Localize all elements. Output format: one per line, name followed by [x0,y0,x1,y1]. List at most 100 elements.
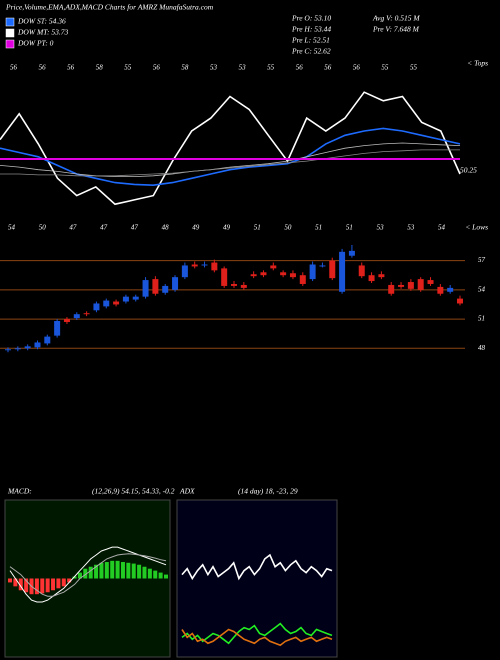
candle-body [240,284,247,288]
macd-line [9,553,167,597]
histogram-bar [126,562,131,579]
histogram-bar [120,562,125,579]
prev-value: Pre L: 52.51 [291,36,330,45]
macd-params: (12,26,9) 54.15, 54.33, -0.2 [92,487,175,496]
price-line [0,91,461,206]
adx-line [181,628,333,647]
top-label: 56 [296,64,304,72]
candle-body [358,265,365,277]
low-label: 50 [39,224,47,232]
top-label: 56 [10,64,18,72]
candle-body [5,349,11,351]
volume-value: Avg V: 0.515 M [372,14,420,23]
histogram-bar [104,562,109,579]
macd-label: MACD: [7,487,32,496]
top-label: 53 [210,64,218,72]
adx-label: ADX [179,487,195,496]
candle-body [152,279,159,294]
top-label: 55 [410,64,418,72]
histogram-bar [51,578,56,591]
candle-body [309,264,316,280]
adx-line [181,553,333,581]
candle-body [388,284,395,294]
candle-body [113,301,120,305]
candle-body [83,313,90,315]
low-label: 53 [407,224,415,232]
low-label: 51 [254,224,261,232]
low-label: 51 [346,224,353,232]
candle-body [319,265,326,267]
adx-params: (14 day) 18, -23, 29 [238,487,298,496]
candle-body [250,274,257,277]
legend-label: DOW MT: 53.73 [17,28,68,37]
top-label: 56 [324,64,332,72]
candle-body [398,284,405,287]
histogram-bar [158,572,163,579]
low-label: 49 [223,224,231,232]
prev-value: Pre O: 53.10 [291,14,331,23]
ema-line [0,149,460,177]
candle-body [299,275,306,284]
top-label: 56 [67,64,75,72]
histogram-bar [8,578,12,583]
histogram-bar [34,578,39,595]
lows-label: < Lows [465,223,488,232]
legend-swatch [5,17,15,27]
top-label: 53 [239,64,247,72]
candle-body [270,265,277,269]
candle-body [44,336,51,344]
low-label: 47 [100,224,108,232]
candle-body [34,342,41,348]
histogram-bar [67,578,72,583]
candle-body [142,280,149,297]
candle-body [211,262,218,271]
histogram-bar [40,578,45,594]
histogram-bar [110,560,115,579]
candle-body [172,277,179,290]
candle-body [221,268,228,286]
histogram-bar [45,578,50,593]
candle-body [103,300,110,307]
histogram-bar [13,578,18,587]
top-label: 55 [267,64,275,72]
top-label: 56 [39,64,47,72]
y-tick-label: 54 [478,285,486,293]
candle-body [93,303,100,311]
level-label: 50.25 [460,166,477,175]
top-label: 58 [96,64,104,72]
histogram-bar [164,574,168,579]
candle-body [339,251,346,292]
candle-body [329,260,336,279]
histogram-bar [131,563,136,579]
histogram-bar [142,566,147,579]
histogram-bar [88,566,93,579]
candle-body [407,282,414,289]
histogram-bar [18,578,23,591]
low-label: 54 [438,224,446,232]
low-label: 47 [131,224,139,232]
low-label: 53 [377,224,385,232]
candle-body [427,280,434,284]
candle-body [437,286,444,294]
y-tick-label: 57 [478,256,486,264]
histogram-bar [77,572,82,579]
volume-value: Pre V: 7.648 M [372,25,420,34]
histogram-bar [99,562,104,579]
low-label: 47 [69,224,77,232]
prev-value: Pre C: 52.62 [291,47,331,56]
low-label: 49 [192,224,200,232]
candle-body [368,275,375,282]
candle-body [54,321,61,336]
candle-body [417,279,424,290]
histogram-bar [56,578,61,589]
ema-line [0,142,461,178]
low-label: 50 [284,224,292,232]
histogram-bar [137,564,142,579]
histogram-bar [94,564,99,579]
top-label: 58 [181,64,189,72]
y-tick-label: 51 [478,315,485,323]
legend-swatch [5,28,15,38]
low-label: 51 [315,224,322,232]
